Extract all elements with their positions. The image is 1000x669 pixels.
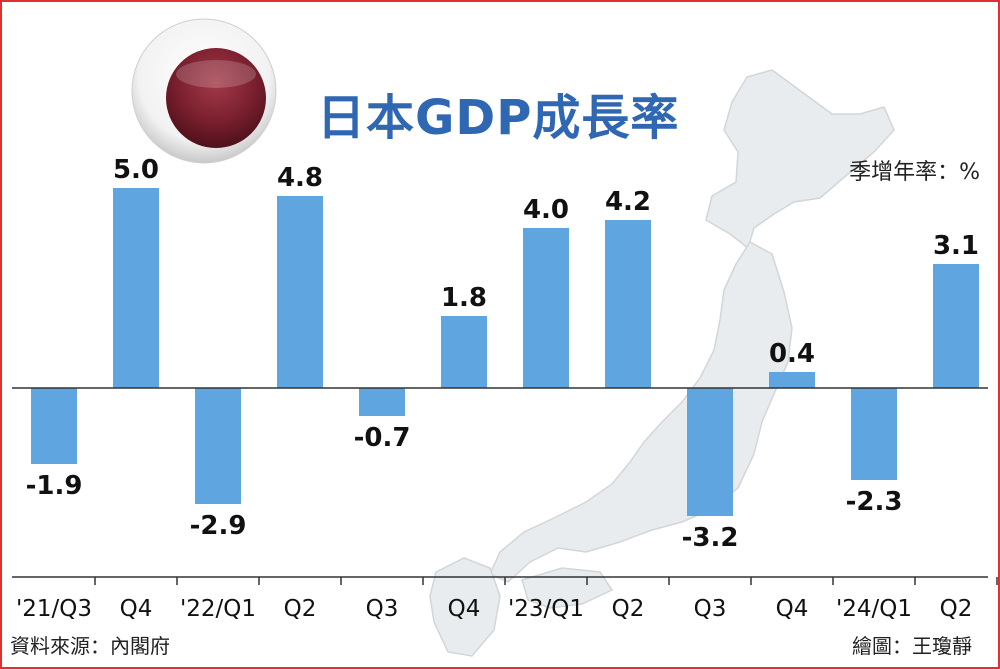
x-tick-label-10: '24/Q1 xyxy=(836,596,912,622)
bar-11 xyxy=(933,264,979,388)
bar-5 xyxy=(441,316,487,388)
bar-3 xyxy=(277,196,323,388)
x-tick-label-1: Q4 xyxy=(120,596,153,622)
bar-2 xyxy=(195,388,241,504)
bar-1 xyxy=(113,188,159,388)
value-label-9: 0.4 xyxy=(769,339,815,369)
value-label-10: -2.3 xyxy=(846,487,903,517)
bar-0 xyxy=(31,388,77,464)
bar-group xyxy=(31,188,979,516)
credit-note: 繪圖：王瓊靜 xyxy=(852,634,972,658)
x-tick-label-4: Q3 xyxy=(366,596,399,622)
x-tick-label-0: '21/Q3 xyxy=(16,596,92,622)
value-label-4: -0.7 xyxy=(354,423,411,453)
value-label-2: -2.9 xyxy=(190,511,247,541)
value-label-6: 4.0 xyxy=(523,195,569,225)
bar-7 xyxy=(605,220,651,388)
source-note: 資料來源：內閣府 xyxy=(10,634,170,658)
x-tick-label-2: '22/Q1 xyxy=(180,596,256,622)
value-label-8: -3.2 xyxy=(682,523,739,553)
value-label-1: 5.0 xyxy=(113,155,159,185)
x-tick-group xyxy=(94,577,998,585)
hokkaido-shape xyxy=(705,69,895,250)
x-tick-label-3: Q2 xyxy=(284,596,317,622)
x-tick-label-11: Q2 xyxy=(940,596,973,622)
bar-4 xyxy=(359,388,405,416)
value-label-3: 4.8 xyxy=(277,163,323,193)
x-tick-label-6: '23/Q1 xyxy=(508,596,584,622)
x-tick-label-5: Q4 xyxy=(448,596,481,622)
bar-6 xyxy=(523,228,569,388)
value-label-7: 4.2 xyxy=(605,187,651,217)
x-tick-label-group: '21/Q3 Q4 '22/Q1 Q2 Q3 Q4 '23/Q1 Q2 Q3 Q4 '24/Q1 Q2 xyxy=(16,596,972,622)
bar-8 xyxy=(687,388,733,516)
bar-9 xyxy=(769,372,815,388)
japan-map-silhouette xyxy=(429,69,895,657)
kyushu-shape xyxy=(429,557,501,657)
value-label-11: 3.1 xyxy=(933,231,979,261)
x-tick-label-7: Q2 xyxy=(612,596,645,622)
value-label-0: -1.9 xyxy=(26,471,83,501)
value-label-group: -1.9 5.0 -2.9 4.8 -0.7 1.8 4.0 4.2 -3.2 0.4 -2.3 3.… xyxy=(26,155,979,553)
x-tick-label-9: Q4 xyxy=(776,596,809,622)
bar-10 xyxy=(851,388,897,480)
japan-flag-emblem xyxy=(131,18,277,164)
chart-title: 日本GDP成長率 xyxy=(317,90,680,146)
shikoku-shape xyxy=(521,567,614,609)
value-label-5: 1.8 xyxy=(441,283,487,313)
x-tick-label-8: Q3 xyxy=(694,596,727,622)
unit-label: 季增年率：% xyxy=(849,160,980,185)
